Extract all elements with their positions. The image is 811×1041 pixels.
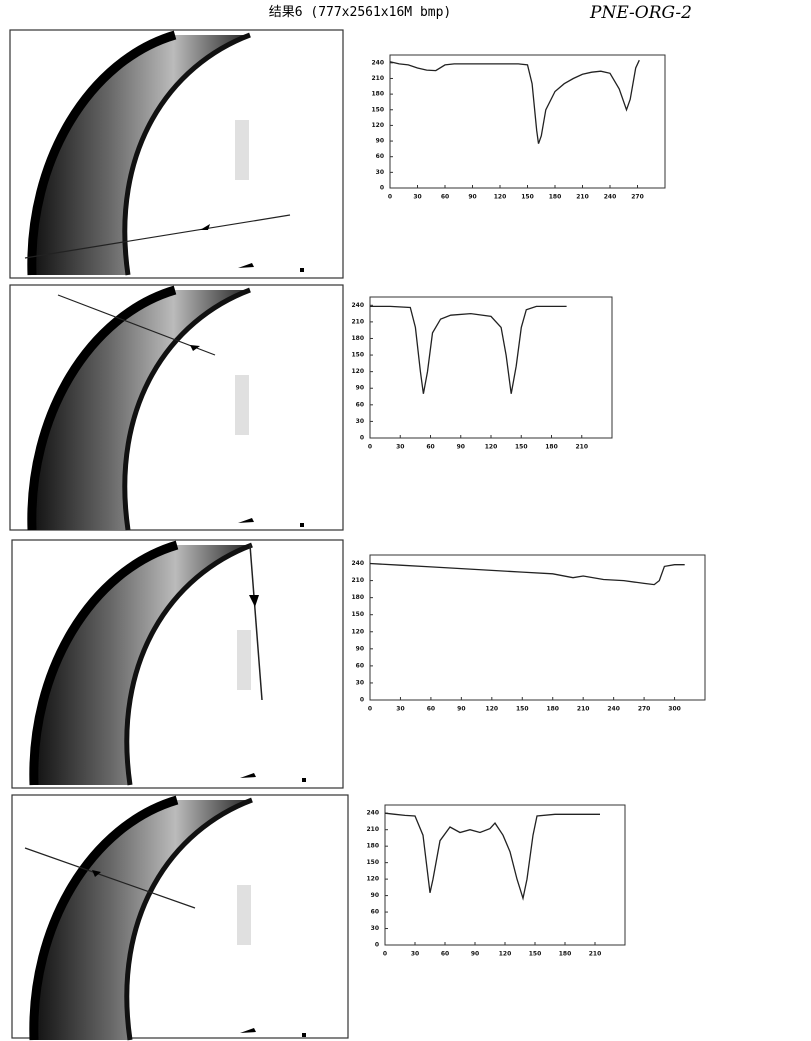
profile-arrow	[57, 294, 216, 356]
x-tick-label: 180	[549, 194, 562, 201]
y-tick-label: 90	[376, 138, 384, 145]
y-tick-label: 210	[366, 826, 379, 833]
y-tick-label: 0	[380, 185, 384, 192]
y-tick-label: 0	[360, 697, 364, 704]
x-tick-label: 240	[604, 194, 617, 201]
profile-line	[389, 59, 640, 144]
y-tick-label: 30	[356, 679, 364, 686]
y-tick-label: 120	[366, 876, 379, 883]
x-tick-label: 120	[486, 706, 499, 713]
y-tick-label: 180	[366, 843, 379, 850]
profile-line	[370, 305, 567, 394]
x-tick-label: 90	[468, 194, 476, 201]
x-tick-label: 90	[457, 444, 465, 451]
y-tick-label: 210	[371, 75, 384, 82]
x-tick-label: 0	[388, 194, 392, 201]
y-tick-label: 240	[351, 302, 364, 309]
y-tick-label: 180	[351, 335, 364, 342]
x-tick-label: 210	[577, 706, 590, 713]
x-tick-label: 120	[485, 444, 498, 451]
x-tick-label: 120	[499, 951, 512, 958]
y-tick-label: 240	[371, 59, 384, 66]
x-tick-label: 120	[494, 194, 507, 201]
y-tick-label: 150	[366, 859, 379, 866]
arrow-head	[190, 345, 200, 351]
y-tick-label: 90	[356, 385, 364, 392]
x-tick-label: 60	[427, 706, 435, 713]
y-tick-label: 120	[371, 122, 384, 129]
x-tick-label: 30	[396, 444, 404, 451]
y-tick-label: 180	[351, 594, 364, 601]
y-tick-label: 60	[356, 662, 364, 669]
y-tick-label: 90	[371, 892, 379, 899]
plot-frame	[384, 804, 626, 946]
y-tick-label: 30	[356, 418, 364, 425]
x-tick-label: 150	[515, 444, 528, 451]
y-tick-label: 90	[356, 645, 364, 652]
y-tick-label: 180	[371, 91, 384, 98]
x-tick-label: 0	[368, 444, 372, 451]
x-tick-label: 150	[516, 706, 529, 713]
x-tick-label: 90	[457, 706, 465, 713]
y-tick-label: 60	[371, 909, 379, 916]
x-tick-label: 30	[411, 951, 419, 958]
x-tick-label: 180	[559, 951, 572, 958]
x-tick-label: 0	[383, 951, 387, 958]
x-tick-label: 60	[441, 194, 449, 201]
profile-line	[369, 562, 685, 586]
x-tick-label: 0	[368, 706, 372, 713]
y-tick-label: 150	[351, 611, 364, 618]
profile-arrow	[24, 214, 291, 259]
x-tick-label: 180	[545, 444, 558, 451]
profile-arrow	[249, 544, 263, 701]
x-tick-label: 270	[638, 706, 651, 713]
plot-frame	[369, 296, 613, 439]
y-tick-label: 60	[356, 401, 364, 408]
x-tick-label: 210	[589, 951, 602, 958]
y-tick-label: 30	[376, 169, 384, 176]
x-tick-label: 30	[413, 194, 421, 201]
arrow-head	[249, 595, 259, 607]
arrow-head	[200, 224, 210, 230]
y-tick-label: 150	[371, 106, 384, 113]
y-tick-label: 120	[351, 628, 364, 635]
x-tick-label: 60	[426, 444, 434, 451]
y-tick-label: 240	[366, 810, 379, 817]
y-tick-label: 240	[351, 560, 364, 567]
x-tick-label: 150	[521, 194, 534, 201]
profile-line	[384, 812, 600, 901]
plot-frame	[369, 554, 706, 701]
y-tick-label: 0	[375, 942, 379, 949]
x-tick-label: 30	[396, 706, 404, 713]
plot-frame	[389, 54, 666, 189]
x-tick-label: 210	[576, 194, 589, 201]
x-tick-label: 90	[471, 951, 479, 958]
x-tick-label: 60	[441, 951, 449, 958]
y-tick-label: 210	[351, 318, 364, 325]
handwritten-note: PNE-ORG-2	[589, 3, 692, 23]
x-tick-label: 270	[631, 194, 644, 201]
profile-arrow	[24, 847, 196, 909]
x-tick-label: 180	[546, 706, 559, 713]
x-tick-label: 210	[575, 444, 588, 451]
x-tick-label: 300	[668, 706, 681, 713]
y-tick-label: 210	[351, 577, 364, 584]
arrow-head	[92, 870, 101, 877]
y-tick-label: 30	[371, 925, 379, 932]
x-tick-label: 150	[529, 951, 542, 958]
title: 结果6 (777x2561x16M bmp)	[269, 5, 452, 20]
y-tick-label: 0	[360, 435, 364, 442]
y-tick-label: 120	[351, 368, 364, 375]
x-tick-label: 240	[607, 706, 620, 713]
y-tick-label: 150	[351, 352, 364, 359]
y-tick-label: 60	[376, 153, 384, 160]
